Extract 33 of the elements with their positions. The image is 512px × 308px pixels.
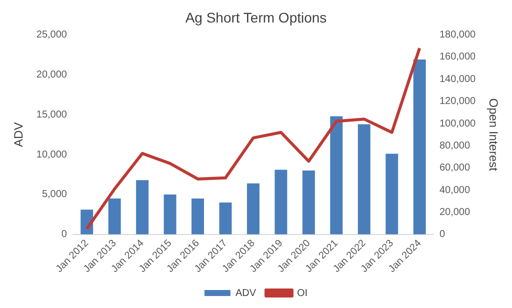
y-axis-title: ADV <box>12 122 26 147</box>
y2-tick-label: 160,000 <box>439 52 476 63</box>
bar <box>274 170 288 234</box>
bar <box>330 116 343 234</box>
bar <box>302 170 315 234</box>
y2-tick-label: 0 <box>439 229 446 240</box>
bar <box>136 180 149 234</box>
bar <box>358 124 370 234</box>
y-tick-label: 20,000 <box>36 69 68 80</box>
y2-tick-label: 100,000 <box>439 118 476 130</box>
legend-label: ADV <box>235 288 256 299</box>
bar <box>108 198 121 234</box>
y2-tick-label: 60,000 <box>439 162 470 174</box>
bar <box>164 194 176 234</box>
y-tick-label: 10,000 <box>36 149 68 160</box>
y2-tick-label: 120,000 <box>439 96 476 108</box>
y-tick-label: 0 <box>61 229 68 240</box>
legend-label: OI <box>297 288 308 299</box>
bar <box>413 60 426 234</box>
bar <box>219 202 232 234</box>
y-tick-label: 15,000 <box>36 109 68 120</box>
bar <box>386 154 398 234</box>
y2-tick-label: 20,000 <box>439 206 470 218</box>
y-tick-label: 5,000 <box>42 189 68 200</box>
y2-tick-label: 80,000 <box>439 140 470 152</box>
chart-title: Ag Short Term Options <box>185 9 327 26</box>
y2-axis-title: Open Interest <box>486 98 500 172</box>
y-tick-label: 25,000 <box>36 30 68 41</box>
bar <box>192 198 204 234</box>
y2-tick-label: 40,000 <box>439 184 470 196</box>
bar <box>246 183 260 234</box>
y2-tick-label: 140,000 <box>439 74 476 85</box>
y2-tick-label: 180,000 <box>439 30 476 41</box>
